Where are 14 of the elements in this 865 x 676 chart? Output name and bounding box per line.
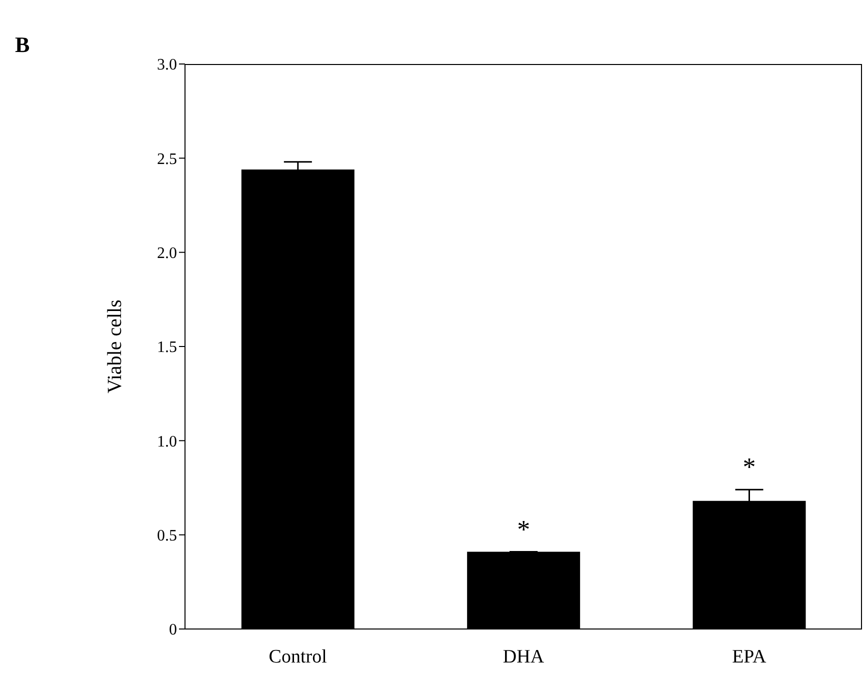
x-tick-label: EPA xyxy=(732,646,767,668)
y-tick-label: 0 xyxy=(169,622,177,639)
y-tick-label: 1.5 xyxy=(157,339,177,356)
y-tick-label: 0.5 xyxy=(157,528,177,545)
data-label: * xyxy=(742,452,756,482)
y-tick-label: 2.5 xyxy=(157,150,177,168)
x-tick-label: Control xyxy=(268,646,327,668)
y-tick-label: 1.0 xyxy=(157,433,177,450)
y-axis-title: Viable cells xyxy=(104,299,126,394)
text: B xyxy=(15,32,30,58)
y-tick-label: 2.0 xyxy=(157,245,177,262)
x-tick-label: DHA xyxy=(502,646,544,668)
y-tick-label: 3.0 xyxy=(157,56,177,74)
data-label: * xyxy=(517,514,530,544)
